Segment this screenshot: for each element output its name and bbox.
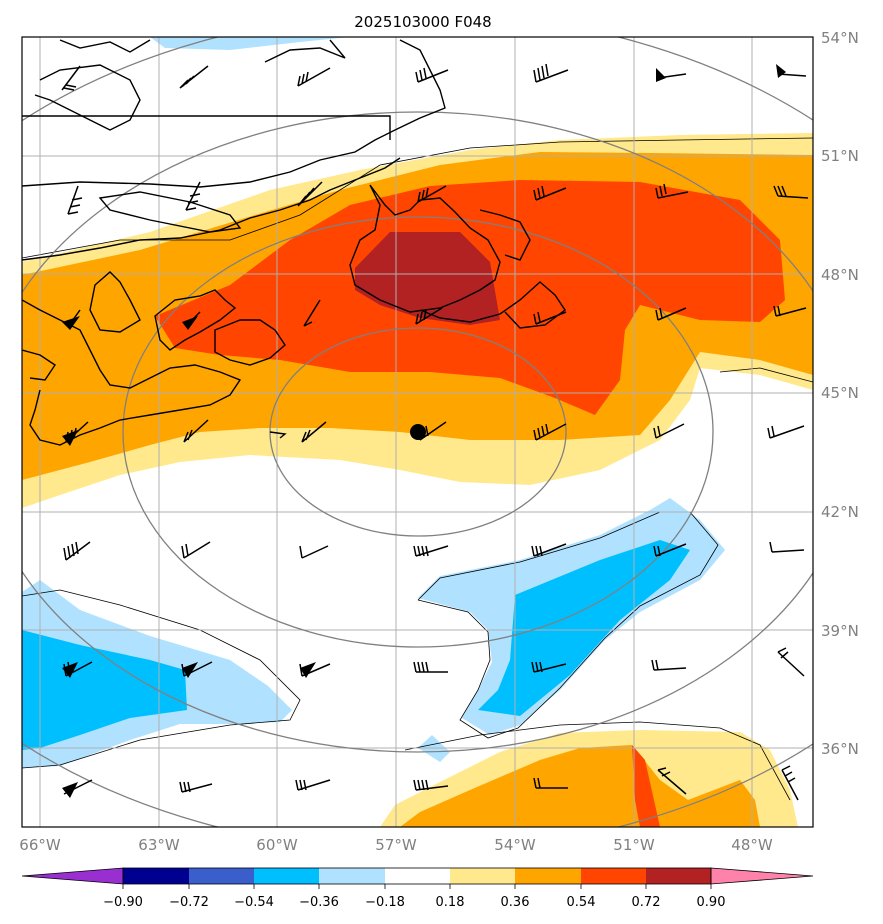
colorbar-swatch bbox=[581, 868, 646, 884]
contour-line-ne bbox=[719, 367, 813, 383]
map-title: 2025103000 F048 bbox=[354, 13, 491, 31]
lon-labels: 66°W 63°W 60°W 57°W 54°W 51°W 48°W bbox=[19, 836, 773, 854]
colorbar-swatch bbox=[515, 868, 581, 884]
center-marker bbox=[410, 424, 426, 440]
lat-label: 48°N bbox=[821, 266, 859, 284]
contour-line-south-blob bbox=[417, 511, 719, 739]
lon-label: 54°W bbox=[494, 836, 536, 854]
contour-neg0.18-north bbox=[150, 37, 350, 50]
contour-neg0.36-neg0.54-west bbox=[22, 630, 187, 750]
colorbar-label: −0.72 bbox=[169, 895, 209, 910]
lat-label: 45°N bbox=[821, 384, 859, 402]
map-area bbox=[22, 37, 813, 827]
colorbar-label: 0.54 bbox=[567, 895, 596, 910]
wind-flags bbox=[62, 64, 786, 798]
colorbar-label: −0.90 bbox=[103, 895, 143, 910]
gridlines bbox=[22, 37, 813, 827]
lat-label: 42°N bbox=[821, 503, 859, 521]
colorbar-extend-high bbox=[710, 867, 814, 885]
lon-label: 63°W bbox=[138, 836, 180, 854]
coastlines bbox=[22, 39, 566, 446]
lat-labels: 54°N 51°N 48°N 45°N 42°N 39°N 36°N bbox=[821, 29, 859, 758]
colorbar-label: −0.18 bbox=[365, 895, 405, 910]
lat-label: 36°N bbox=[821, 740, 859, 758]
colorbar-label: −0.36 bbox=[299, 895, 339, 910]
colorbar-label: −0.54 bbox=[234, 895, 274, 910]
contour-south-0.54 bbox=[632, 745, 660, 827]
colorbar-label: 0.18 bbox=[436, 895, 465, 910]
lon-label: 66°W bbox=[19, 836, 61, 854]
contour-line-north bbox=[22, 137, 813, 259]
lon-label: 57°W bbox=[375, 836, 417, 854]
colorbar-label: 0.36 bbox=[501, 895, 530, 910]
colorbar-swatch bbox=[319, 868, 385, 884]
lon-label: 60°W bbox=[256, 836, 298, 854]
colorbar-swatch bbox=[385, 868, 450, 884]
contour-line-south bbox=[404, 721, 791, 801]
contour-neg0.36-neg0.54-east bbox=[478, 540, 690, 716]
colorbar-label: 0.90 bbox=[697, 895, 726, 910]
lat-label: 54°N bbox=[821, 29, 859, 47]
colorbar-swatch bbox=[450, 868, 515, 884]
colorbar-swatch bbox=[189, 868, 254, 884]
colorbar-swatch bbox=[646, 868, 711, 884]
colorbar-swatch bbox=[123, 868, 189, 884]
colorbar-swatch bbox=[254, 868, 319, 884]
wind-barbs bbox=[61, 63, 809, 801]
colorbar-label: 0.72 bbox=[632, 895, 661, 910]
lat-label: 39°N bbox=[821, 622, 859, 640]
colorbar-ticks bbox=[122, 884, 712, 889]
contour-south-0.36 bbox=[400, 745, 760, 827]
colorbar: −0.90 −0.72 −0.54 −0.36 −0.18 0.18 0.36 … bbox=[21, 867, 814, 910]
map-frame bbox=[21, 36, 814, 828]
contour-0.72-0.90 bbox=[355, 232, 500, 325]
lon-label: 48°W bbox=[731, 836, 773, 854]
colorbar-frame bbox=[122, 867, 712, 885]
colorbar-extend-low bbox=[21, 867, 124, 885]
lon-label: 51°W bbox=[613, 836, 655, 854]
lat-label: 51°N bbox=[821, 147, 859, 165]
